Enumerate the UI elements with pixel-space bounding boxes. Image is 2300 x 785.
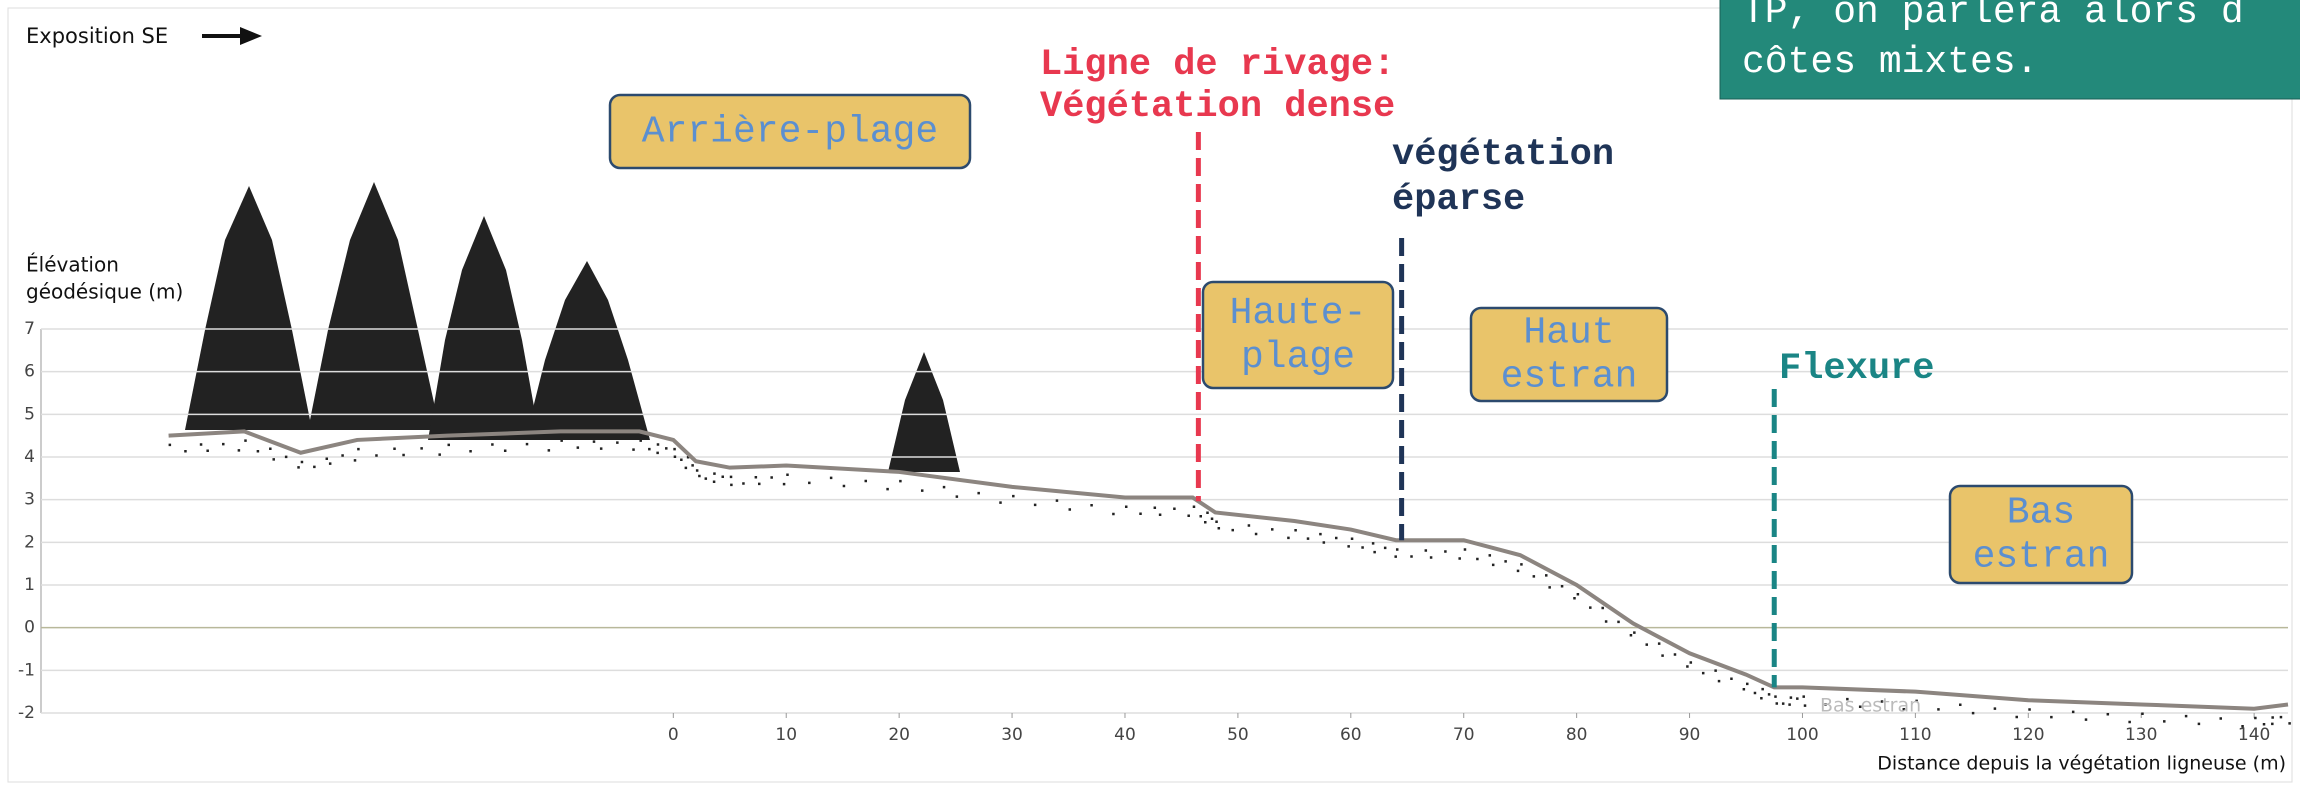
y-tick-label: -1 [18, 660, 35, 680]
x-tick-label: 130 [2125, 725, 2157, 745]
marker-label: végétation [1392, 134, 1614, 176]
y-tick-label: 5 [24, 404, 35, 424]
zone-box [1469, 306, 1669, 403]
trees [185, 182, 960, 472]
x-axis-label: Distance depuis la végétation ligneuse (… [1877, 753, 2286, 775]
x-tick-label: 70 [1453, 725, 1475, 745]
marker-label: Flexure [1779, 348, 1934, 390]
x-tick-label: 110 [1899, 725, 1931, 745]
x-tick-label: 30 [1001, 725, 1023, 745]
zone-label: estran [1501, 356, 1638, 399]
x-tick-label: 10 [775, 725, 797, 745]
y-axis-label: Élévation [26, 253, 119, 277]
y-tick-label: 2 [24, 532, 35, 552]
y-tick-label: 1 [24, 575, 35, 595]
x-tick-label: 60 [1340, 725, 1362, 745]
x-tick-label: 90 [1679, 725, 1701, 745]
x-tick-label: 40 [1114, 725, 1136, 745]
exposition: Exposition SE [26, 24, 168, 48]
y-tick-label: 0 [24, 618, 35, 638]
callout-text: côtes mixtes. [1742, 41, 2038, 84]
x-tick-label: 80 [1566, 725, 1588, 745]
zone-box [1948, 484, 2134, 585]
arrow [202, 27, 262, 45]
zone-box [608, 93, 972, 170]
y-tick-label: 3 [24, 490, 35, 510]
marker-label: éparse [1392, 179, 1525, 221]
zone-box [1201, 280, 1395, 390]
x-tick-label: 120 [2012, 725, 2044, 745]
callout-box [1719, 0, 2300, 100]
y-tick-label: 4 [24, 447, 35, 467]
callout-text: TP, on parlera alors d [1742, 0, 2244, 34]
y-axis-label: géodésique (m) [26, 280, 183, 304]
y-tick-label: 7 [24, 319, 35, 339]
zone-label: estran [1973, 536, 2110, 579]
zone-label: Haute- [1230, 292, 1367, 335]
zone-label: Arrière-plage [642, 111, 938, 154]
frame [7, 7, 2293, 783]
x-tick-label: 20 [888, 725, 910, 745]
zone-label: plage [1241, 336, 1355, 379]
zone-label: Haut [1523, 312, 1614, 355]
x-tick-label: 100 [1786, 725, 1818, 745]
profile-line [168, 429, 2289, 711]
note: Bas estran [1820, 695, 1921, 717]
x-tick-label: 50 [1227, 725, 1249, 745]
marker-label: Végétation dense [1040, 86, 1395, 128]
y-tick-label: -2 [18, 703, 35, 723]
x-tick-label: 0 [668, 725, 679, 745]
zone-label: Bas [2007, 492, 2075, 535]
x-tick-label: 140 [2238, 725, 2270, 745]
y-tick-label: 6 [24, 362, 35, 382]
marker-label: Ligne de rivage: [1040, 44, 1395, 86]
